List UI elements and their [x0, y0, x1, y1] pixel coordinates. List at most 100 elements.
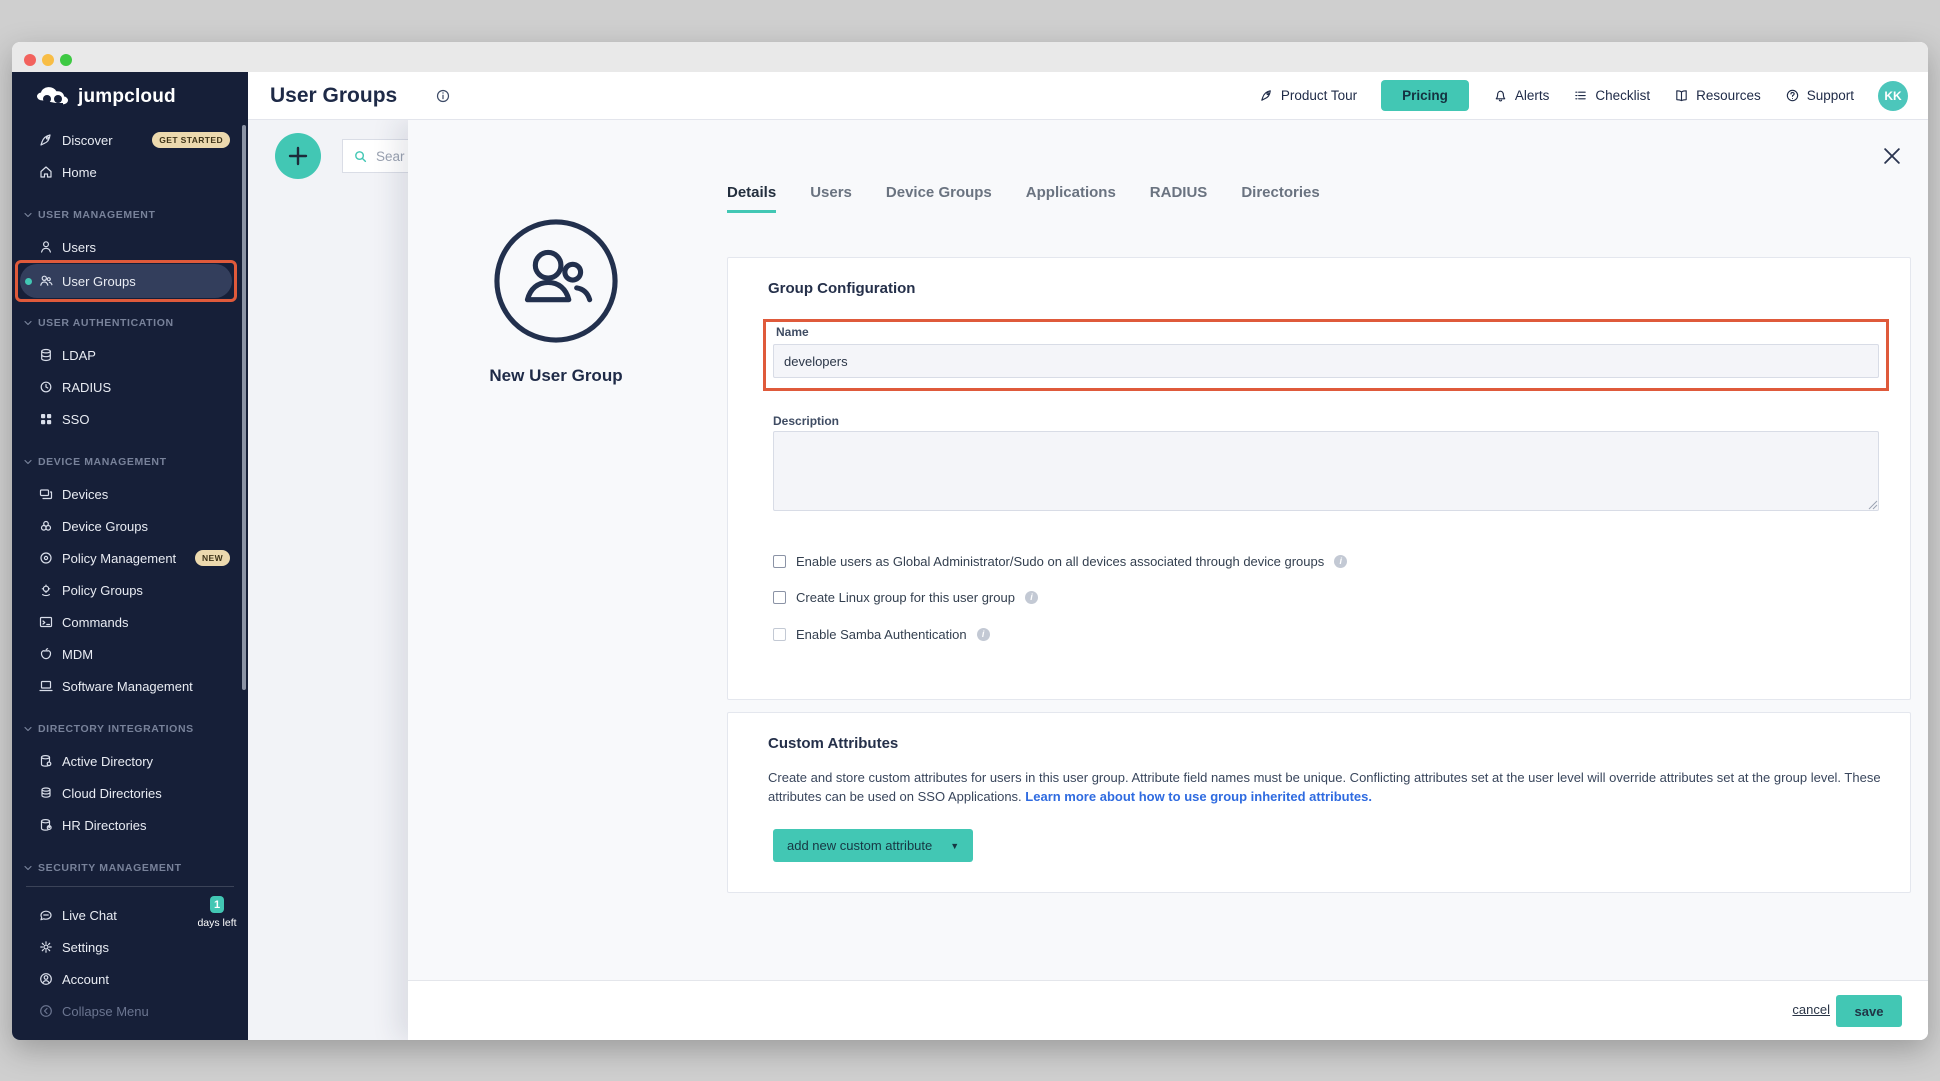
jumpcloud-logo: jumpcloud	[36, 86, 176, 108]
sidebar-item-mdm[interactable]: MDM	[12, 638, 248, 670]
chevron-down-icon	[24, 211, 32, 219]
sidebar-item-account[interactable]: Account	[12, 963, 248, 995]
tab-applications[interactable]: Applications	[1025, 184, 1116, 201]
chat-bubble-icon	[38, 907, 54, 923]
info-icon[interactable]: i	[1334, 554, 1348, 568]
tab-device-groups[interactable]: Device Groups	[885, 184, 992, 201]
checkbox-row-samba: Enable Samba Authentication i	[773, 625, 990, 643]
maximize-window-button[interactable]	[60, 54, 72, 66]
sidebar-item-ldap[interactable]: LDAP	[12, 339, 248, 371]
active-indicator-dot	[25, 278, 32, 285]
sidebar-item-sso[interactable]: SSO	[12, 403, 248, 435]
clock-refresh-icon	[38, 379, 54, 395]
add-user-group-button[interactable]	[275, 133, 321, 179]
page-header: User Groups Product Tour Pricing Alerts …	[248, 72, 1928, 120]
target-icon	[38, 550, 54, 566]
custom-attributes-description: Create and store custom attributes for u…	[768, 770, 1881, 804]
sidebar-item-home[interactable]: Home	[12, 156, 248, 188]
cancel-button[interactable]: cancel	[1792, 1002, 1830, 1017]
section-user-authentication[interactable]: USER AUTHENTICATION	[12, 315, 248, 331]
page-title: User Groups	[270, 83, 398, 107]
tab-users[interactable]: Users	[810, 184, 852, 201]
home-icon	[38, 164, 54, 180]
sidebar-item-users[interactable]: Users	[12, 231, 248, 263]
info-icon[interactable]	[435, 88, 451, 104]
save-button[interactable]: save	[1836, 995, 1902, 1027]
avatar[interactable]: KK	[1878, 80, 1908, 111]
chevron-down-icon	[24, 864, 32, 872]
section-security-management[interactable]: SECURITY MANAGEMENT	[12, 860, 248, 876]
alerts-button[interactable]: Alerts	[1493, 88, 1549, 103]
tab-radius[interactable]: RADIUS	[1149, 184, 1208, 201]
global-admin-checkbox[interactable]	[773, 554, 786, 568]
section-directory-integrations[interactable]: DIRECTORY INTEGRATIONS	[12, 721, 248, 737]
group-name-input[interactable]	[773, 344, 1879, 378]
chevron-down-icon	[24, 725, 32, 733]
close-window-button[interactable]	[24, 54, 36, 66]
laptop-icon	[38, 678, 54, 694]
annotation-highlight-name-field: Name	[763, 319, 1889, 391]
sidebar-item-settings[interactable]: Settings	[12, 931, 248, 963]
sidebar-scrollbar[interactable]	[242, 125, 246, 690]
add-custom-attribute-button[interactable]: add new custom attribute ▼	[773, 829, 974, 862]
learn-more-link[interactable]: Learn more about how to use group inheri…	[1025, 789, 1372, 804]
sidebar-item-device-groups[interactable]: Device Groups	[12, 510, 248, 542]
minimize-window-button[interactable]	[42, 54, 54, 66]
sidebar-divider	[26, 886, 234, 887]
pricing-button[interactable]: Pricing	[1381, 80, 1469, 111]
sidebar-item-hr-directories[interactable]: HR Directories	[12, 809, 248, 841]
product-tour-button[interactable]: Product Tour	[1259, 88, 1357, 103]
book-icon	[1674, 88, 1689, 103]
samba-checkbox[interactable]	[773, 627, 786, 641]
tab-bar: Details Users Device Groups Applications…	[727, 184, 1320, 213]
info-icon[interactable]: i	[1024, 590, 1038, 604]
name-label: Name	[776, 325, 809, 339]
description-label: Description	[773, 414, 840, 428]
user-group-avatar-icon	[493, 218, 619, 344]
user-group-icon	[38, 273, 54, 289]
custom-attributes-card: Custom Attributes Create and store custo…	[727, 712, 1911, 893]
checklist-button[interactable]: Checklist	[1573, 88, 1650, 103]
sidebar-item-user-groups-row[interactable]: User Groups	[12, 265, 248, 297]
stacked-database-icon	[38, 785, 54, 801]
app-window: jumpcloud Discover GET STARTED Home USER…	[12, 42, 1928, 1040]
logo-text: jumpcloud	[78, 86, 176, 107]
custom-attributes-heading: Custom Attributes	[768, 735, 899, 752]
account-circle-icon	[38, 971, 54, 987]
help-circle-icon	[1785, 88, 1800, 103]
panel-footer: cancel save	[408, 980, 1928, 1040]
checkbox-row-global-admin: Enable users as Global Administrator/Sud…	[773, 552, 1348, 570]
sidebar-item-cloud-directories[interactable]: Cloud Directories	[12, 777, 248, 809]
sidebar: jumpcloud Discover GET STARTED Home USER…	[12, 72, 248, 1040]
tab-details[interactable]: Details	[727, 184, 777, 213]
sidebar-item-software-management[interactable]: Software Management	[12, 670, 248, 702]
main-area: User Groups Product Tour Pricing Alerts …	[248, 72, 1928, 1040]
section-device-management[interactable]: DEVICE MANAGEMENT	[12, 454, 248, 470]
linux-group-checkbox[interactable]	[773, 590, 786, 604]
venn-icon	[38, 518, 54, 534]
section-user-management[interactable]: USER MANAGEMENT	[12, 207, 248, 223]
sidebar-item-user-groups[interactable]	[20, 264, 232, 298]
database-icon	[38, 347, 54, 363]
group-description-textarea[interactable]	[773, 431, 1879, 511]
sidebar-item-policy-management[interactable]: Policy Management NEW	[12, 542, 248, 574]
support-button[interactable]: Support	[1785, 88, 1854, 103]
jumpcloud-cloud-icon	[36, 87, 69, 108]
sidebar-item-collapse-menu[interactable]: Collapse Menu	[12, 995, 248, 1027]
sidebar-item-devices[interactable]: Devices	[12, 478, 248, 510]
close-icon[interactable]	[1878, 142, 1906, 170]
rocket-icon	[38, 132, 54, 148]
sidebar-item-discover[interactable]: Discover GET STARTED	[12, 124, 248, 156]
sidebar-item-policy-groups[interactable]: Policy Groups	[12, 574, 248, 606]
resize-handle[interactable]	[1868, 500, 1878, 510]
sidebar-item-live-chat[interactable]: Live Chat	[12, 899, 248, 931]
tab-directories[interactable]: Directories	[1241, 184, 1320, 201]
dropdown-caret-icon: ▼	[950, 840, 960, 851]
resources-button[interactable]: Resources	[1674, 88, 1761, 103]
collapse-arrow-icon	[38, 1003, 54, 1019]
terminal-icon	[38, 614, 54, 630]
sidebar-item-active-directory[interactable]: Active Directory	[12, 745, 248, 777]
sidebar-item-commands[interactable]: Commands	[12, 606, 248, 638]
info-icon[interactable]: i	[976, 627, 990, 641]
sidebar-item-radius[interactable]: RADIUS	[12, 371, 248, 403]
